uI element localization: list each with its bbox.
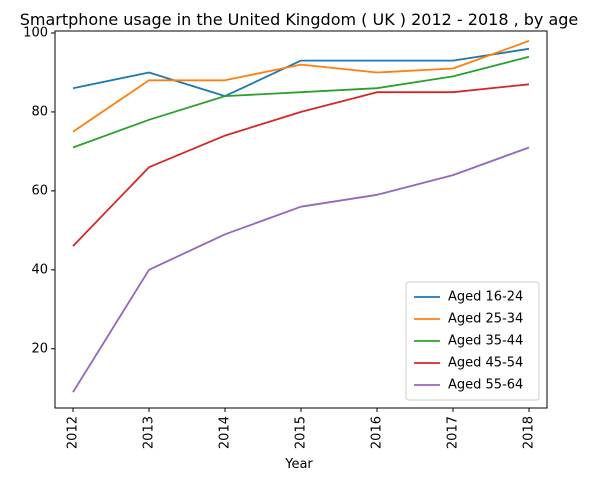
- chart-title: Smartphone usage in the United Kingdom (…: [20, 10, 579, 29]
- legend-label: Aged 35-44: [448, 334, 523, 349]
- x-axis: 2012 2013 2014 2015 2016 2017 2018: [66, 408, 537, 449]
- x-tick-label: 2012: [66, 416, 81, 449]
- legend-box: [405, 281, 540, 401]
- series-layer: [72, 40, 530, 393]
- y-tick-label: 80: [31, 104, 48, 119]
- x-axis-label: Year: [284, 457, 313, 472]
- series-line: [72, 83, 530, 247]
- series-line: [72, 55, 530, 149]
- y-tick-label: 40: [31, 262, 48, 277]
- y-tick-label: 20: [31, 341, 48, 356]
- x-tick-label: 2014: [218, 416, 233, 449]
- x-tick-label: 2018: [522, 416, 537, 449]
- legend-label: Aged 45-54: [448, 356, 523, 371]
- legend-label: Aged 25-34: [448, 312, 523, 327]
- legend: Aged 16-24 Aged 25-34 Aged 35-44 Aged 45-54…: [405, 281, 540, 401]
- series-line: [72, 47, 530, 97]
- x-tick-label: 2017: [446, 416, 461, 449]
- legend-label: Aged 55-64: [448, 378, 523, 393]
- series-line: [72, 146, 530, 393]
- x-tick-label: 2016: [370, 416, 385, 449]
- y-tick-label: 60: [31, 183, 48, 198]
- series-line: [72, 40, 530, 133]
- legend-label: Aged 16-24: [448, 290, 523, 305]
- x-tick-label: 2015: [294, 416, 309, 449]
- y-tick-label: 100: [23, 25, 48, 40]
- x-tick-label: 2013: [142, 416, 157, 449]
- y-axis: 20 40 60 80 100: [23, 25, 55, 356]
